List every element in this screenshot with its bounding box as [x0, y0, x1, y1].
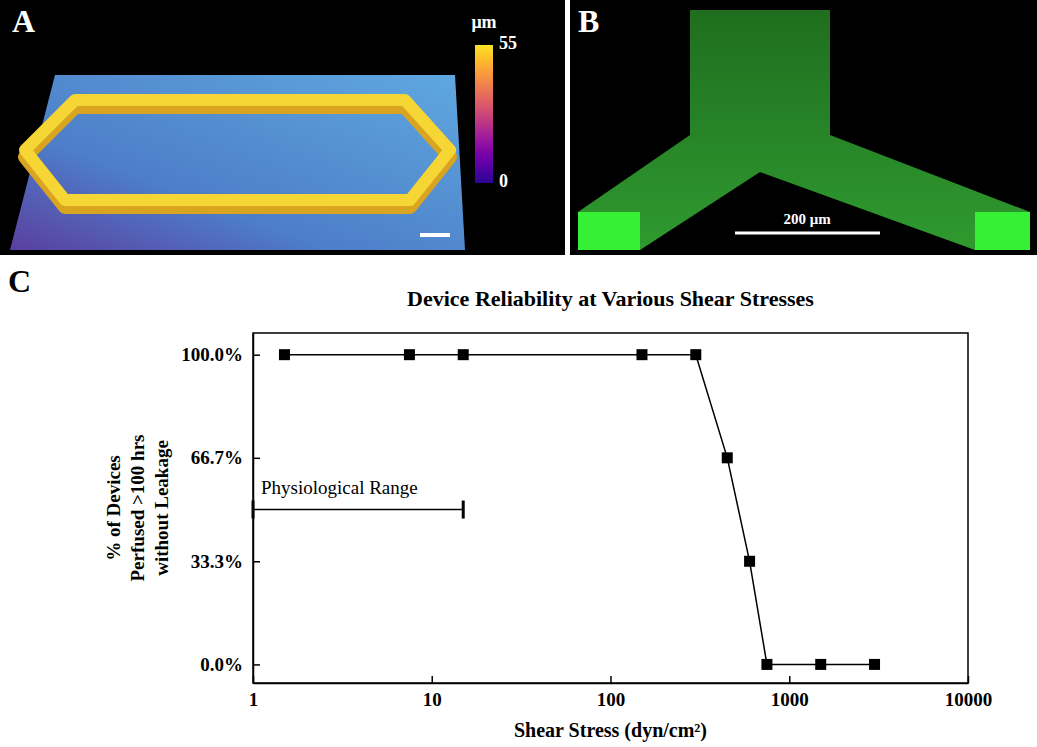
panel-b-scale-bar — [735, 232, 880, 235]
x-tick: 100 — [597, 676, 626, 710]
panel-a-ring-side — [25, 107, 450, 207]
canvas: μm 0 55 200 μm A B C Device Reliability at Vari… — [0, 0, 1037, 747]
y-tick: 66.7% — [191, 447, 260, 468]
panel-a-background — [0, 0, 565, 255]
panel-a-plane — [10, 75, 465, 250]
plot-frame — [253, 333, 968, 683]
data-point — [636, 349, 647, 360]
data-point — [869, 659, 880, 670]
chart-title: Device Reliability at Various Shear Stre… — [407, 286, 814, 311]
x-tick-label: 10 — [423, 689, 442, 710]
data-point — [404, 349, 415, 360]
y-axis-title: % of DevicesPerfused >100 hrswithout Lea… — [103, 435, 172, 582]
panel-b-channel-end — [975, 212, 1030, 250]
y-axis: 0.0% 33.3% 66.7% 100.0% — [181, 334, 260, 684]
x-axis: 1 10 100 1000 10000 — [249, 676, 993, 710]
x-tick-mark — [432, 676, 434, 683]
y-tick-label: 66.7% — [191, 447, 243, 468]
x-tick-label: 1 — [249, 689, 259, 710]
panel-a-ring-top — [25, 100, 450, 200]
y-tick: 100.0% — [181, 344, 260, 365]
x-tick: 10 — [423, 676, 442, 710]
colorbar-label: μm — [471, 12, 496, 32]
colorbar — [475, 45, 493, 183]
y-tick-mark — [253, 354, 260, 356]
x-tick: 10000 — [945, 676, 993, 710]
figure: μm 0 55 200 μm A B C Device Reliability at Vari… — [0, 0, 1037, 747]
annotation-cap — [252, 501, 255, 519]
panel-b-channel — [578, 10, 1030, 250]
data-point — [744, 556, 755, 567]
annotation-range — [253, 509, 463, 511]
x-tick: 1000 — [771, 676, 809, 710]
y-tick: 33.3% — [191, 551, 260, 572]
panel-b-background — [570, 0, 1037, 255]
y-tick-mark — [253, 664, 260, 666]
data-point — [761, 659, 772, 670]
x-tick-label: 100 — [597, 689, 626, 710]
x-tick-mark — [789, 676, 791, 683]
panel-a-scale-bar — [420, 233, 450, 237]
y-tick-label: 0.0% — [200, 654, 243, 675]
x-axis-title: Shear Stress (dyn/cm²) — [514, 719, 707, 742]
data-point — [815, 659, 826, 670]
y-tick-mark — [253, 458, 260, 460]
scale-bar-label: 200 μm — [783, 211, 831, 227]
x-tick-mark — [968, 676, 970, 683]
data-line — [284, 355, 874, 665]
colorbar-tick-label: 55 — [499, 33, 517, 53]
panel-letter: C — [8, 263, 31, 299]
y-axis-line — [253, 334, 255, 684]
annotation-label: Physiological Range — [261, 477, 418, 498]
colorbar-tick-label: 0 — [499, 171, 508, 191]
x-tick-mark — [610, 676, 612, 683]
panel-letter: A — [12, 3, 35, 39]
annotation: Physiological Range — [253, 477, 463, 519]
data-point — [722, 452, 733, 463]
y-tick-mark — [253, 561, 260, 563]
panel-letter: B — [578, 3, 599, 39]
y-tick: 0.0% — [200, 654, 260, 675]
data-point — [458, 349, 469, 360]
x-tick-label: 1000 — [771, 689, 809, 710]
data-point — [279, 349, 290, 360]
annotation-cap — [462, 501, 465, 519]
y-tick-label: 33.3% — [191, 551, 243, 572]
data-point — [690, 349, 701, 360]
x-tick-label: 10000 — [945, 689, 993, 710]
panel-b-channel-end — [578, 212, 640, 250]
plot-area — [279, 349, 880, 670]
y-tick-label: 100.0% — [181, 344, 243, 365]
